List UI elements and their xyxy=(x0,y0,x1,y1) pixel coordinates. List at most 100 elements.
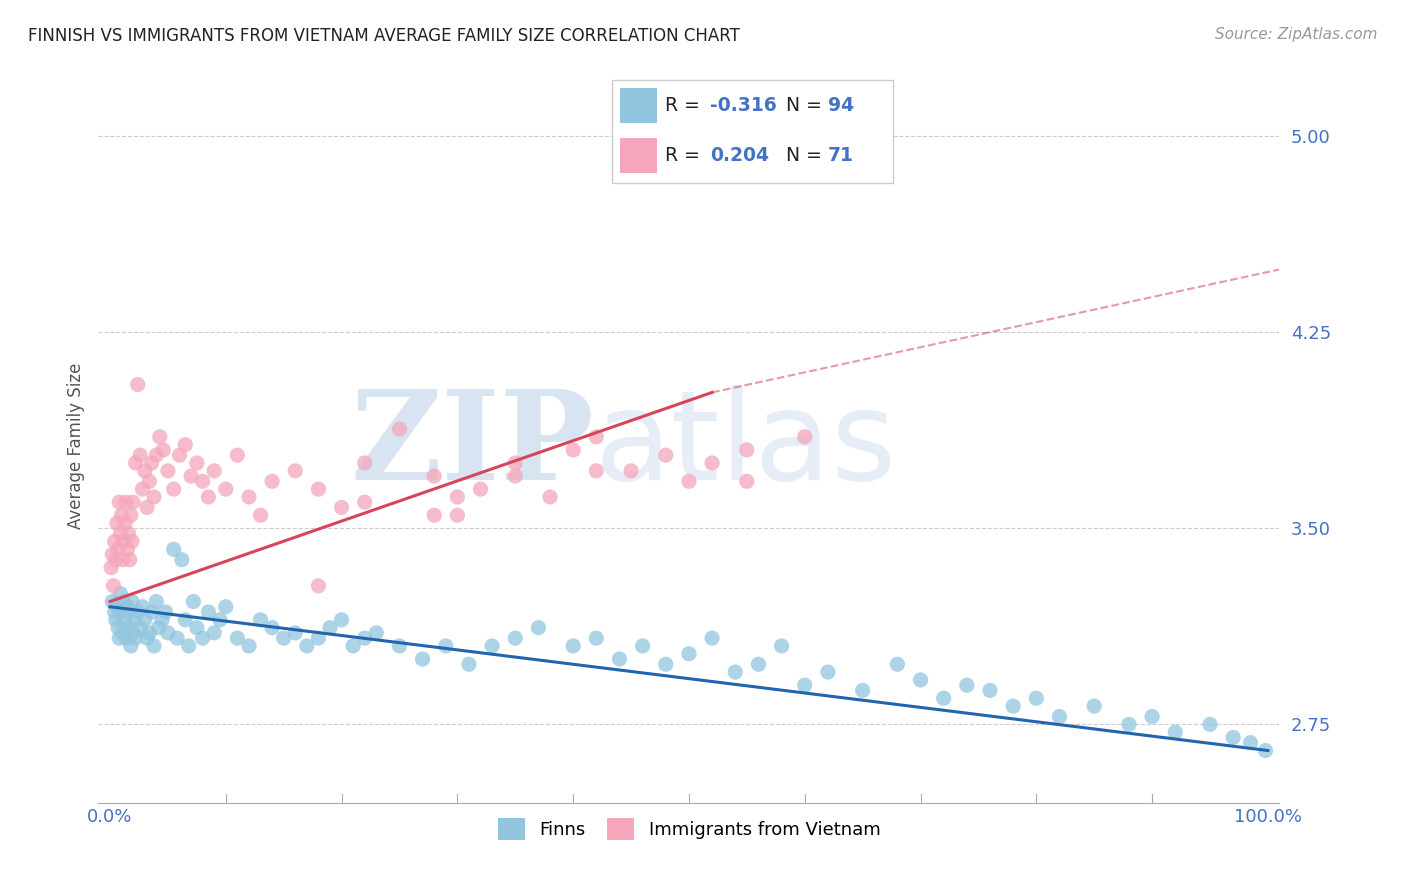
Point xyxy=(183,594,205,608)
Point xyxy=(100,560,122,574)
Point xyxy=(174,613,197,627)
Point xyxy=(141,456,163,470)
Point xyxy=(166,631,188,645)
Point xyxy=(163,542,186,557)
Point xyxy=(852,683,875,698)
Point xyxy=(562,639,585,653)
Point xyxy=(678,475,700,489)
Point xyxy=(124,613,146,627)
Text: R =: R = xyxy=(665,145,706,165)
Point xyxy=(149,430,172,444)
Point xyxy=(104,613,127,627)
Point xyxy=(117,542,139,557)
Point xyxy=(446,508,468,523)
Point xyxy=(197,490,219,504)
Point xyxy=(115,495,138,509)
Point xyxy=(793,430,815,444)
Point xyxy=(104,552,127,566)
Point xyxy=(156,464,179,478)
Point xyxy=(319,621,342,635)
Point xyxy=(124,631,146,645)
Point xyxy=(191,631,214,645)
Point xyxy=(262,621,284,635)
Text: atlas: atlas xyxy=(595,385,897,507)
Point xyxy=(163,482,186,496)
FancyBboxPatch shape xyxy=(620,88,657,123)
Point xyxy=(136,500,159,515)
Point xyxy=(121,594,143,608)
Point xyxy=(110,587,132,601)
Text: ZIP: ZIP xyxy=(350,385,595,507)
Point xyxy=(262,475,284,489)
Point xyxy=(1164,725,1187,739)
Point xyxy=(107,542,129,557)
Text: R =: R = xyxy=(665,96,706,115)
Point xyxy=(134,613,156,627)
Point xyxy=(131,599,153,614)
Point xyxy=(353,495,375,509)
Point xyxy=(152,442,174,457)
Point xyxy=(1222,731,1244,745)
Point xyxy=(284,464,307,478)
Point xyxy=(503,456,526,470)
Point xyxy=(124,456,146,470)
Point xyxy=(127,605,149,619)
Point xyxy=(503,469,526,483)
Point xyxy=(141,605,163,619)
Point xyxy=(117,621,139,635)
Point xyxy=(121,534,143,549)
Point xyxy=(131,482,153,496)
Text: FINNISH VS IMMIGRANTS FROM VIETNAM AVERAGE FAMILY SIZE CORRELATION CHART: FINNISH VS IMMIGRANTS FROM VIETNAM AVERA… xyxy=(28,27,740,45)
Legend: Finns, Immigrants from Vietnam: Finns, Immigrants from Vietnam xyxy=(491,811,887,847)
Point xyxy=(1002,699,1025,714)
Point xyxy=(101,594,124,608)
Point xyxy=(470,482,492,496)
Point xyxy=(105,516,128,530)
Point xyxy=(110,508,132,523)
Point xyxy=(585,464,607,478)
Point xyxy=(111,552,134,566)
Point xyxy=(735,442,758,457)
Point xyxy=(388,422,411,436)
Point xyxy=(585,631,607,645)
Point xyxy=(366,626,388,640)
Point xyxy=(215,482,238,496)
Point xyxy=(208,613,231,627)
Point xyxy=(353,631,375,645)
Point xyxy=(538,490,561,504)
Point xyxy=(177,639,200,653)
Point xyxy=(307,631,329,645)
Point xyxy=(129,448,152,462)
Point xyxy=(197,605,219,619)
Point xyxy=(330,613,353,627)
Point xyxy=(307,482,329,496)
Point xyxy=(817,665,839,679)
Point xyxy=(112,534,135,549)
Point xyxy=(249,613,271,627)
Point xyxy=(138,475,160,489)
Point xyxy=(143,639,166,653)
Point xyxy=(412,652,434,666)
Point xyxy=(238,639,260,653)
Point xyxy=(747,657,769,672)
Point xyxy=(103,579,125,593)
Point xyxy=(1049,709,1071,723)
Point xyxy=(134,464,156,478)
Point xyxy=(155,605,177,619)
Point xyxy=(226,631,249,645)
Point xyxy=(1025,691,1047,706)
Point xyxy=(655,448,678,462)
Point xyxy=(1199,717,1222,731)
Text: 71: 71 xyxy=(828,145,853,165)
Point xyxy=(932,691,955,706)
Point xyxy=(910,673,932,687)
Point xyxy=(202,464,225,478)
Point xyxy=(148,621,170,635)
Point xyxy=(111,626,134,640)
Point xyxy=(114,613,136,627)
Point xyxy=(186,621,208,635)
Point xyxy=(174,438,197,452)
Point xyxy=(118,605,141,619)
Point xyxy=(104,605,127,619)
Point xyxy=(169,448,191,462)
